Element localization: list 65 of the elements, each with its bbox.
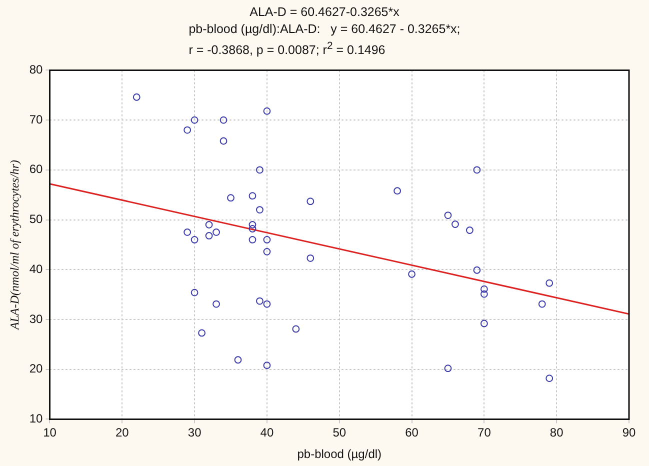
point: [212, 300, 220, 308]
point: [546, 374, 554, 382]
point: [234, 356, 242, 364]
x-axis-title: pb-blood (µg/dl): [297, 447, 382, 462]
point: [212, 228, 220, 236]
y-tick-label: 10: [29, 412, 44, 426]
point: [480, 290, 488, 298]
point: [248, 225, 256, 232]
x-tick-label: 10: [43, 426, 57, 440]
point: [256, 166, 264, 174]
y-tick-label: 30: [29, 312, 44, 326]
point: [190, 288, 198, 296]
point: [292, 325, 300, 333]
chart-subtitle: pb-blood (µg/dl):ALA-D: y = 60.4627 - 0.3265*x; r = -0.3868, p = 0.0087; r$^{2}$ = 0.1496: [188, 21, 460, 60]
y-tick-label: 80: [29, 62, 44, 77]
y-tick-label: 40: [29, 262, 44, 276]
point: [220, 137, 228, 145]
y-tick-label: 20: [29, 362, 44, 376]
point: [263, 236, 271, 244]
point: [256, 206, 264, 214]
point: [306, 198, 314, 206]
y-tick-label: 50: [29, 212, 44, 226]
point: [248, 221, 256, 228]
y-tick-label: 70: [29, 112, 44, 126]
point: [306, 254, 314, 262]
point: [263, 362, 271, 370]
point: [184, 126, 192, 134]
point: [220, 116, 228, 124]
point: [184, 228, 192, 236]
point: [546, 279, 554, 287]
point: [473, 266, 481, 274]
point: [444, 212, 452, 219]
chart-title: ALA-D = 60.4627-0.3265*x: [248, 4, 400, 21]
y-tick-label: 60: [29, 162, 44, 176]
point: [132, 93, 140, 101]
point: [205, 232, 213, 240]
point: [466, 226, 474, 234]
x-tick-label: 20: [115, 426, 130, 440]
x-tick-label: 40: [260, 426, 274, 440]
point: [394, 187, 401, 195]
point: [473, 166, 481, 174]
point: [263, 248, 271, 256]
x-tick-label: 30: [188, 426, 202, 440]
point: [480, 320, 488, 328]
x-tick-label: 90: [622, 426, 636, 440]
point: [227, 194, 234, 202]
point: [248, 192, 256, 200]
point: [256, 297, 264, 305]
x-tick-label: 70: [478, 426, 492, 440]
point: [198, 329, 206, 337]
point: [452, 220, 459, 228]
x-tick-label: 80: [550, 426, 564, 440]
point: [538, 300, 546, 308]
point: [444, 364, 452, 372]
point: [480, 285, 488, 293]
point: [190, 236, 198, 244]
y-axis-title: ALA-D(nmol/ml of erythrocytes/hr): [7, 160, 22, 330]
point: [263, 107, 271, 115]
x-tick-label: 60: [405, 426, 419, 440]
point: [205, 221, 213, 228]
point: [248, 236, 256, 244]
x-tick-label: 50: [332, 426, 346, 440]
point: [408, 270, 416, 278]
point: [263, 300, 271, 308]
point: [190, 116, 198, 124]
